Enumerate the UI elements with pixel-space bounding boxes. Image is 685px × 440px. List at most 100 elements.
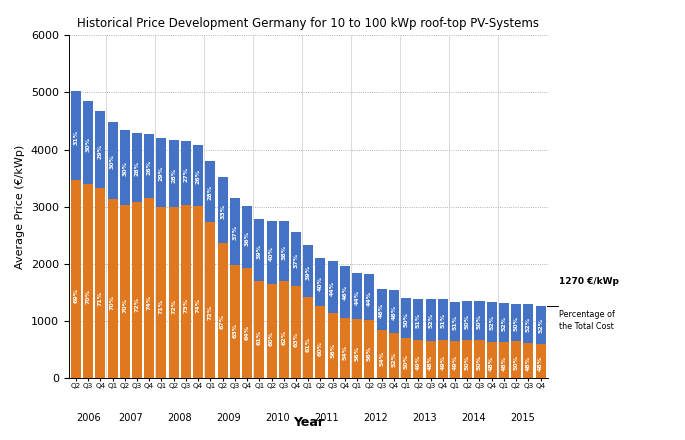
Text: 54%: 54%	[379, 351, 384, 366]
Text: 30%: 30%	[110, 154, 115, 169]
Bar	[364, 320, 375, 378]
Text: 2006: 2006	[76, 413, 101, 423]
Text: 54%: 54%	[342, 345, 347, 360]
Bar	[401, 338, 411, 378]
Bar	[303, 245, 313, 297]
Text: 48%: 48%	[538, 356, 543, 371]
Text: 63%: 63%	[232, 323, 238, 338]
Bar	[462, 301, 472, 340]
Text: 69%: 69%	[73, 288, 78, 303]
Text: 1270 €/kWp: 1270 €/kWp	[559, 277, 619, 286]
Text: 72%: 72%	[134, 297, 140, 312]
Bar	[181, 205, 191, 378]
Text: 52%: 52%	[391, 352, 397, 367]
Text: 56%: 56%	[330, 343, 335, 359]
Bar	[327, 261, 338, 313]
Bar	[266, 284, 277, 378]
Text: 48%: 48%	[391, 305, 397, 320]
Bar	[230, 265, 240, 378]
Text: 38%: 38%	[282, 245, 286, 260]
Bar	[291, 286, 301, 378]
Text: 50%: 50%	[403, 312, 409, 326]
Text: 39%: 39%	[306, 264, 311, 280]
Text: 2008: 2008	[168, 413, 192, 423]
Text: 49%: 49%	[453, 355, 458, 370]
Bar	[254, 220, 264, 282]
Bar	[487, 302, 497, 342]
Bar	[242, 205, 252, 268]
Text: 2007: 2007	[119, 413, 143, 423]
Text: 37%: 37%	[293, 253, 299, 268]
Text: 2015: 2015	[510, 413, 535, 423]
Text: 48%: 48%	[428, 355, 433, 370]
Text: 50%: 50%	[514, 316, 519, 331]
Text: 40%: 40%	[269, 246, 274, 261]
Bar	[132, 202, 142, 378]
Text: 48%: 48%	[526, 356, 531, 371]
Title: Historical Price Development Germany for 10 to 100 kWp roof-top PV-Systems: Historical Price Development Germany for…	[77, 17, 539, 30]
Bar	[389, 333, 399, 378]
Text: 71%: 71%	[98, 291, 103, 306]
Text: 31%: 31%	[73, 130, 78, 145]
Text: 50%: 50%	[477, 355, 482, 370]
Text: Percentage of
the Total Cost: Percentage of the Total Cost	[559, 310, 615, 330]
Text: 74%: 74%	[196, 298, 201, 313]
Text: 37%: 37%	[232, 225, 238, 240]
Bar	[156, 138, 166, 207]
Bar	[279, 221, 289, 281]
Bar	[499, 342, 509, 378]
Text: 60%: 60%	[269, 331, 274, 346]
Text: 51%: 51%	[416, 313, 421, 328]
Text: 2009: 2009	[216, 413, 241, 423]
Text: 49%: 49%	[416, 355, 421, 370]
Bar	[413, 340, 423, 378]
Text: 50%: 50%	[514, 355, 519, 370]
Text: 44%: 44%	[367, 290, 372, 306]
Text: 51%: 51%	[440, 313, 445, 328]
Text: 49%: 49%	[440, 355, 445, 370]
Text: 70%: 70%	[86, 290, 90, 304]
Bar	[108, 198, 118, 378]
Text: 52%: 52%	[538, 318, 543, 333]
Text: 36%: 36%	[245, 231, 249, 246]
Bar	[425, 300, 436, 341]
Text: 29%: 29%	[159, 166, 164, 181]
Bar	[389, 290, 399, 333]
Text: 39%: 39%	[257, 244, 262, 259]
Bar	[193, 206, 203, 378]
Bar	[108, 121, 118, 198]
Text: 28%: 28%	[208, 185, 213, 200]
Bar	[169, 140, 179, 207]
Text: 50%: 50%	[477, 314, 482, 329]
Bar	[206, 161, 215, 222]
Bar	[352, 273, 362, 319]
Text: 52%: 52%	[489, 315, 495, 330]
Text: 26%: 26%	[147, 160, 152, 175]
Text: 52%: 52%	[526, 317, 531, 332]
Text: 74%: 74%	[147, 295, 152, 310]
Text: 61%: 61%	[306, 337, 311, 352]
Text: 2012: 2012	[363, 413, 388, 423]
Text: 63%: 63%	[293, 332, 299, 347]
Bar	[156, 207, 166, 378]
Text: 29%: 29%	[98, 143, 103, 159]
Bar	[83, 184, 93, 378]
Bar	[511, 304, 521, 341]
Bar	[438, 340, 448, 378]
Bar	[327, 313, 338, 378]
Bar	[145, 134, 154, 198]
Text: 73%: 73%	[184, 298, 188, 313]
Text: 2014: 2014	[461, 413, 486, 423]
Bar	[169, 207, 179, 378]
Text: 40%: 40%	[318, 276, 323, 291]
Bar	[523, 304, 534, 343]
Bar	[475, 340, 484, 378]
Text: 2013: 2013	[412, 413, 437, 423]
Bar	[291, 232, 301, 286]
Bar	[425, 341, 436, 378]
Bar	[462, 340, 472, 378]
Text: 62%: 62%	[282, 330, 286, 345]
Bar	[83, 101, 93, 184]
Text: 72%: 72%	[171, 299, 176, 314]
Bar	[254, 282, 264, 378]
